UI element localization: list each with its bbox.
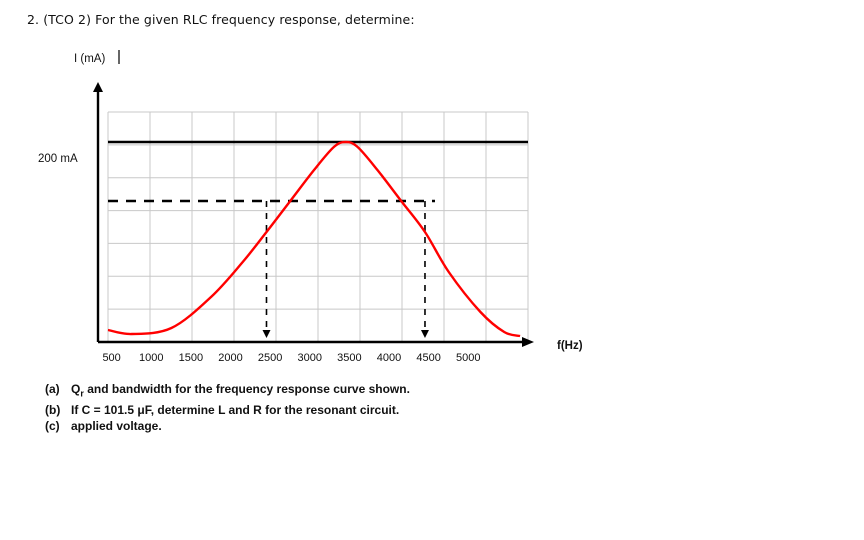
x-tick-label: 1500 — [179, 352, 203, 364]
x-tick-label: 500 — [102, 352, 120, 364]
part-c-letter: (c) — [45, 419, 60, 434]
part-a-letter: (a) — [45, 382, 60, 396]
x-tick-label: 2500 — [258, 352, 282, 364]
half-power-arrowhead — [420, 330, 429, 338]
x-axis-label: f(Hz) — [557, 340, 583, 352]
y-axis-label: I (mA) — [74, 53, 105, 65]
x-tick-label: 4000 — [377, 352, 401, 364]
part-b: (b) If C = 101.5 μF, determine L and R fo… — [45, 402, 410, 419]
part-b-text: If C = 101.5 μF, determine L and R for t… — [71, 402, 400, 417]
x-tick-label: 3500 — [337, 352, 361, 364]
chart-grid — [107, 111, 529, 343]
x-tick-label: 2000 — [218, 352, 242, 364]
part-a-q: Q — [71, 382, 81, 396]
y-tick-label-200: 200 mA — [38, 153, 78, 165]
part-a: (a) Qr and bandwidth for the frequency re… — [45, 381, 410, 402]
part-c-text: applied voltage. — [71, 419, 162, 434]
half-power-arrowhead — [262, 330, 271, 338]
part-c: (c) applied voltage. — [45, 418, 410, 435]
part-a-text: and bandwidth for the frequency response… — [83, 382, 410, 396]
chart-axes — [93, 82, 534, 347]
x-tick-label: 5000 — [456, 352, 480, 364]
x-tick-labels: 500 1000 1500 2000 2500 3000 3500 4000 4500 5000 — [102, 352, 480, 364]
x-tick-label: 3000 — [297, 352, 321, 364]
x-axis-arrowhead — [522, 337, 534, 347]
question-text: 2. (TCO 2) For the given RLC frequency r… — [27, 12, 415, 27]
question-parts: (a) Qr and bandwidth for the frequency re… — [45, 381, 410, 435]
part-a-sub: r — [80, 388, 84, 399]
y-axis-arrowhead — [93, 82, 103, 92]
response-curve — [107, 140, 521, 338]
rlc-frequency-response-chart: 500 1000 1500 2000 2500 3000 3500 4000 4500 5000 … — [38, 50, 583, 364]
x-tick-label: 1000 — [139, 352, 163, 364]
reference-lines — [108, 140, 528, 338]
x-tick-label: 4500 — [416, 352, 440, 364]
part-b-letter: (b) — [45, 402, 61, 417]
